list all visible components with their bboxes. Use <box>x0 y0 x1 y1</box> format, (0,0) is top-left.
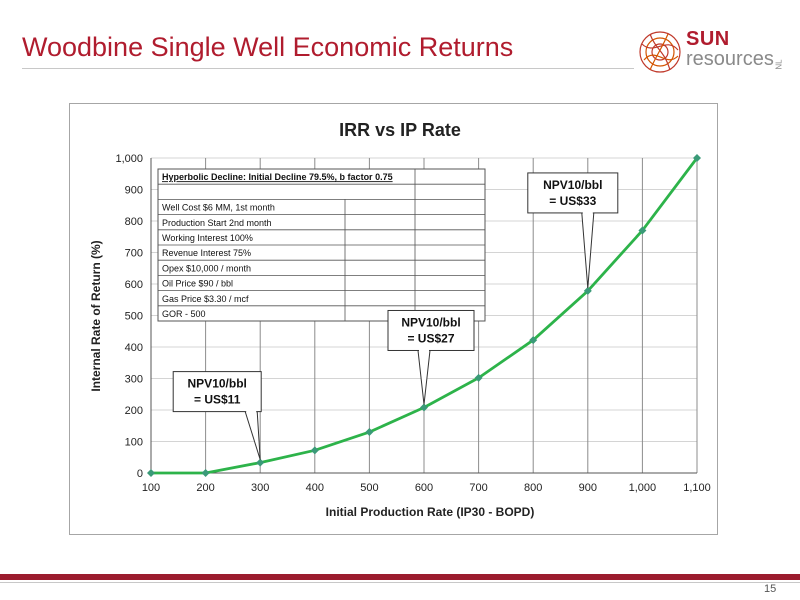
callout-line2: = US$27 <box>407 331 454 345</box>
y-tick-label: 1,000 <box>115 153 143 165</box>
callout-line1: NPV10/bbl <box>543 178 602 192</box>
data-point <box>147 469 155 477</box>
table-cell: Working Interest 100% <box>162 233 253 243</box>
data-point <box>201 469 210 477</box>
data-point <box>583 286 592 295</box>
y-tick-label: 300 <box>125 374 143 386</box>
x-tick-label: 200 <box>196 482 214 494</box>
y-tick-label: 700 <box>125 248 143 260</box>
chart-axes: 0 100 200 300 400 500 600 700 800 900 1,000 100 200 3… <box>115 153 710 494</box>
x-tick-label: 900 <box>579 482 597 494</box>
chart-container: IRR vs IP Rate 0 100 200 300 400 500 600 700 800… <box>69 103 718 535</box>
table-cell: GOR - 500 <box>162 309 206 319</box>
assumptions-table: Hyperbolic Decline: Initial Decline 79.5… <box>157 168 486 322</box>
x-tick-label: 300 <box>251 482 269 494</box>
x-axis-label: Initial Production Rate (IP30 - BOPD) <box>326 505 535 519</box>
table-cell: Opex $10,000 / month <box>162 263 251 273</box>
data-point <box>256 458 265 467</box>
chart-series <box>147 154 701 477</box>
table-header: Hyperbolic Decline: Initial Decline 79.5… <box>162 172 393 182</box>
x-tick-label: 600 <box>415 482 433 494</box>
y-tick-label: 100 <box>125 437 143 449</box>
x-tick-label: 1,100 <box>683 482 711 494</box>
callout-pointer <box>244 411 261 460</box>
data-point <box>529 336 538 345</box>
data-point <box>474 373 483 382</box>
y-tick-label: 0 <box>137 468 143 480</box>
logo-word-sun: SUN <box>686 28 730 50</box>
callout-box <box>387 309 475 351</box>
chart-title: IRR vs IP Rate <box>339 120 461 140</box>
irr-vs-ip-chart: IRR vs IP Rate 0 100 200 300 400 500 600 700 800… <box>89 120 711 519</box>
logo-word-resources: resources <box>686 48 774 70</box>
data-point <box>420 403 428 412</box>
slide-title: Woodbine Single Well Economic Returns <box>22 32 514 62</box>
x-tick-label: 1,000 <box>629 482 657 494</box>
x-tick-label: 800 <box>524 482 542 494</box>
callout-pointer <box>417 349 431 405</box>
chart-annotations: NPV10/bbl = US$11 NPV10/bbl = US$27 NPV10/bb… <box>172 172 619 460</box>
table-cell: Production Start 2nd month <box>162 218 272 228</box>
table-cell: Revenue Interest 75% <box>162 248 251 258</box>
x-tick-label: 500 <box>360 482 378 494</box>
title-divider <box>22 68 634 69</box>
data-point <box>693 154 701 162</box>
callout-pointer <box>581 212 595 288</box>
y-tick-label: 900 <box>125 185 143 197</box>
footer-band <box>0 574 800 580</box>
company-logo: SUN resources NL <box>636 26 786 82</box>
sun-emblem-icon <box>639 31 681 73</box>
footer-divider <box>0 582 800 583</box>
data-point <box>638 226 647 235</box>
table-cell: Gas Price $3.30 / mcf <box>162 294 249 304</box>
y-tick-label: 500 <box>125 311 143 323</box>
x-tick-label: 400 <box>306 482 324 494</box>
x-tick-label: 100 <box>142 482 160 494</box>
y-tick-label: 600 <box>125 279 143 291</box>
callout-line2: = US$33 <box>549 194 596 208</box>
callout-box <box>172 371 262 413</box>
y-tick-label: 400 <box>125 342 143 354</box>
data-point <box>310 446 319 455</box>
page-number: 15 <box>764 583 777 595</box>
logo-suffix: NL <box>774 59 784 70</box>
table-cell: Oil Price $90 / bbl <box>162 279 233 289</box>
data-point <box>365 428 374 437</box>
callout-box <box>527 172 619 214</box>
callout-line2: = US$11 <box>194 393 241 407</box>
callout-line1: NPV10/bbl <box>401 315 460 329</box>
x-tick-label: 700 <box>469 482 487 494</box>
table-cell: Well Cost $6 MM, 1st month <box>162 203 275 213</box>
y-tick-label: 800 <box>125 216 143 228</box>
y-axis-label: Internal Rate of Return (%) <box>89 240 103 391</box>
callout-line1: NPV10/bbl <box>188 377 247 391</box>
y-tick-label: 200 <box>125 405 143 417</box>
